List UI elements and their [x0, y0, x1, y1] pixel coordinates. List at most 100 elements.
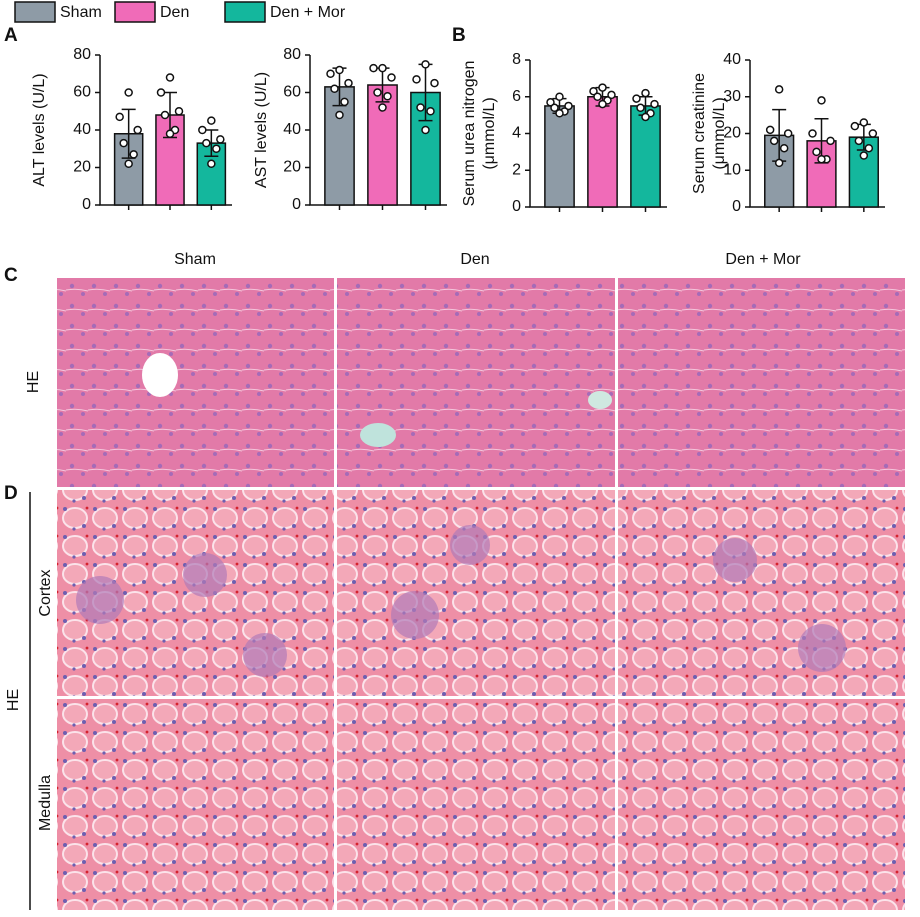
panel-label: C [4, 265, 18, 286]
data-point [555, 109, 564, 118]
data-point [207, 116, 216, 125]
data-point [850, 121, 860, 131]
data-point [826, 136, 835, 146]
y-axis-label: (μmmol/L) [711, 97, 728, 169]
error-bar [204, 129, 219, 157]
data-point [774, 85, 784, 94]
panel-label: A [4, 25, 18, 46]
stain-label: HE [5, 689, 22, 711]
y-tick-label: 0 [732, 198, 741, 215]
column-label: Den [460, 251, 489, 268]
y-tick-label: 0 [292, 196, 301, 213]
glomerulus [391, 591, 439, 639]
data-point [412, 75, 421, 84]
data-point [421, 125, 430, 135]
glomerulus [76, 576, 124, 624]
data-point [212, 144, 221, 153]
data-point [165, 129, 175, 138]
legend: Sham Den Den + Mor [14, 1, 346, 23]
y-tick-label: 0 [82, 196, 91, 213]
y-tick-label: 20 [73, 159, 91, 176]
y-tick-label: 20 [723, 125, 741, 142]
data-point [593, 92, 602, 101]
data-point [607, 90, 616, 100]
legend-swatch [224, 1, 266, 23]
data-point [198, 125, 207, 135]
stain-label: HE [25, 371, 42, 393]
glomerulus [183, 553, 227, 597]
data-point [115, 112, 124, 122]
y-tick-label: 40 [723, 51, 741, 68]
data-point [779, 143, 789, 153]
data-point [156, 88, 166, 97]
micrograph [618, 490, 905, 696]
glomerulus [243, 633, 287, 677]
data-point [202, 138, 211, 148]
data-point [769, 136, 779, 146]
data-point [165, 73, 175, 82]
data-point [124, 88, 133, 97]
data-point [550, 103, 559, 113]
legend-label: Den [160, 4, 189, 21]
column-label: Sham [174, 251, 216, 268]
data-point [859, 118, 869, 127]
data-point [335, 110, 344, 120]
y-tick-label: 8 [512, 51, 521, 68]
panel-label: D [4, 483, 18, 504]
data-point [854, 136, 864, 146]
y-tick-label: 40 [73, 121, 91, 138]
glomerulus [713, 538, 757, 582]
data-point [632, 94, 641, 103]
row-label: Medulla [37, 775, 54, 831]
row-label: Cortex [37, 569, 54, 616]
data-point [216, 135, 225, 144]
data-point [124, 159, 133, 168]
data-point [555, 92, 564, 101]
data-point [335, 65, 344, 75]
data-point [174, 107, 184, 116]
y-axis-label: (μmmol/L) [481, 97, 498, 169]
micrograph [337, 278, 615, 487]
glomerulus [450, 525, 490, 565]
y-axis-label: ALT levels (U/L) [31, 73, 48, 186]
data-point [546, 98, 555, 107]
y-axis-label: Serum urea nitrogen [461, 61, 478, 207]
column-label: Den + Mor [725, 251, 801, 268]
bar [587, 96, 618, 208]
data-point [416, 103, 425, 112]
data-point [383, 92, 392, 101]
data-point [564, 101, 573, 111]
data-point [812, 147, 821, 157]
data-point [774, 158, 784, 168]
data-point [373, 88, 382, 97]
micrograph [618, 278, 905, 487]
y-tick-label: 80 [73, 46, 91, 63]
data-point [378, 63, 387, 73]
data-point [133, 125, 142, 135]
data-point [421, 60, 430, 69]
data-point [650, 99, 659, 109]
data-point [859, 151, 869, 160]
data-point [864, 143, 874, 153]
data-point [326, 69, 335, 78]
y-axis-label: AST levels (U/L) [253, 72, 270, 188]
y-tick-label: 60 [283, 84, 301, 101]
data-point [430, 78, 439, 88]
data-point [636, 103, 645, 113]
vessel [142, 353, 178, 397]
data-point [783, 129, 793, 138]
y-tick-label: 40 [283, 121, 301, 138]
data-point [641, 88, 650, 98]
micrograph [57, 699, 334, 910]
micrograph [337, 490, 615, 696]
data-point [817, 96, 826, 105]
data-point [344, 78, 353, 88]
data-point [817, 154, 826, 164]
glomerulus [798, 624, 846, 672]
data-point [641, 112, 650, 122]
data-point [868, 129, 878, 138]
legend-label: Sham [60, 4, 102, 21]
y-tick-label: 0 [512, 198, 521, 215]
